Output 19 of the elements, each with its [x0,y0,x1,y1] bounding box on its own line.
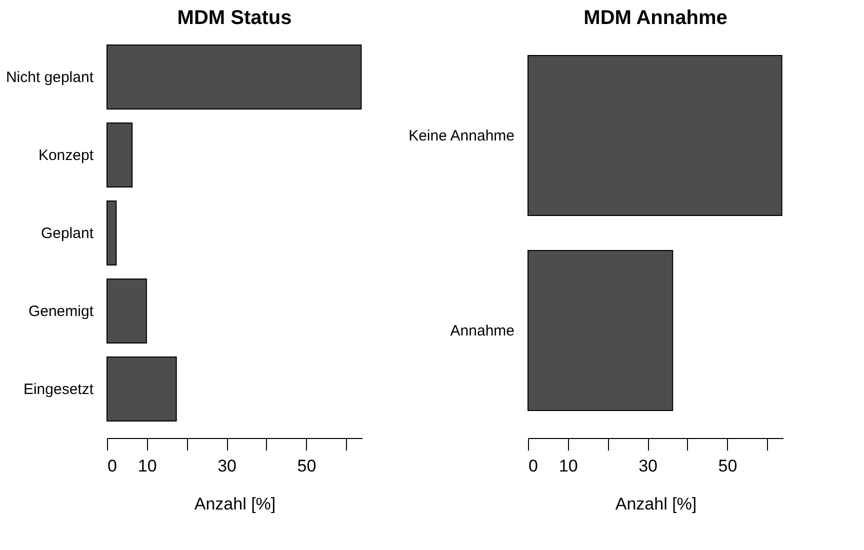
chart-title: MDM Annahme [584,7,728,29]
x-tick-label: 50 [297,456,316,476]
x-tick-label: 10 [138,456,157,476]
x-tick-label: 0 [108,456,117,476]
y-tick-label: Geplant [40,225,94,242]
y-tick-label: Konzept [38,147,94,164]
x-tick-label: 50 [718,456,738,476]
y-tick-label: Keine Annahme [408,128,514,144]
x-tick-label: 10 [558,456,578,476]
y-tick-label: Eingesetzt [23,381,94,398]
chart-title: MDM Status [177,7,292,29]
x-tick-label: 30 [638,456,658,476]
x-axis-title: Anzahl [%] [615,494,697,514]
x-tick-label: 0 [528,456,538,476]
x-tick-label: 30 [218,456,236,476]
x-axis-title: Anzahl [%] [194,494,276,514]
y-tick-label: Genemigt [28,303,94,320]
y-tick-label: Nicht geplant [6,69,94,86]
y-tick-label: Annahme [450,322,514,340]
